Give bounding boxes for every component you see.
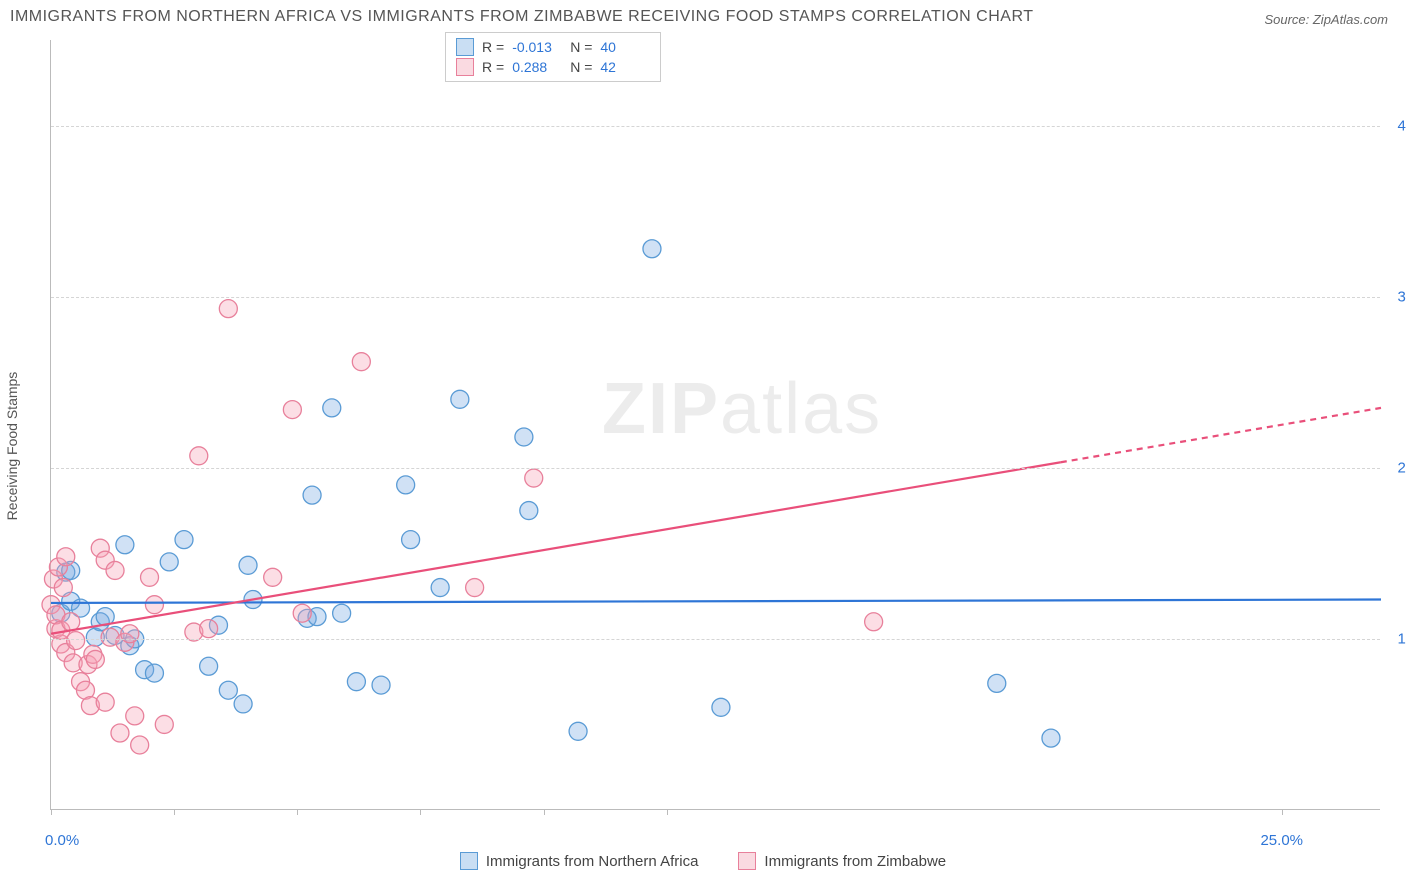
y-axis-label: Receiving Food Stamps [4,372,20,521]
scatter-point [283,401,301,419]
scatter-point [106,561,124,579]
scatter-point [190,447,208,465]
trend-line-dashed [1061,408,1381,462]
scatter-point [372,676,390,694]
scatter-point [86,650,104,668]
x-tick-mark [420,809,421,815]
y-tick-label: 10.0% [1385,630,1406,647]
scatter-point [520,502,538,520]
scatter-point [347,673,365,691]
scatter-point [333,604,351,622]
scatter-point [57,548,75,566]
scatter-point [431,579,449,597]
scatter-point [303,486,321,504]
trend-line [51,462,1061,633]
x-tick-mark [297,809,298,815]
scatter-point [1042,729,1060,747]
legend-label: Immigrants from Northern Africa [486,853,699,870]
y-tick-label: 40.0% [1385,117,1406,134]
scatter-point [141,568,159,586]
scatter-point [865,613,883,631]
scatter-point [515,428,533,446]
legend-label: Immigrants from Zimbabwe [764,853,946,870]
scatter-point [323,399,341,417]
scatter-point [200,620,218,638]
scatter-point [67,632,85,650]
scatter-point [219,681,237,699]
legend-item: Immigrants from Zimbabwe [738,852,946,870]
scatter-point [293,604,311,622]
y-tick-label: 30.0% [1385,288,1406,305]
scatter-point [116,536,134,554]
scatter-point [62,613,80,631]
scatter-point [264,568,282,586]
scatter-point [96,693,114,711]
scatter-point [145,596,163,614]
legend-item: Immigrants from Northern Africa [460,852,699,870]
legend: Immigrants from Northern Africa Immigran… [0,852,1406,870]
x-tick-mark [667,809,668,815]
scatter-point [569,722,587,740]
scatter-point [219,300,237,318]
scatter-point [121,625,139,643]
scatter-point [643,240,661,258]
scatter-point [145,664,163,682]
scatter-point [111,724,129,742]
scatter-point [466,579,484,597]
scatter-point [239,556,257,574]
chart-title: IMMIGRANTS FROM NORTHERN AFRICA VS IMMIG… [10,8,1033,26]
scatter-point [234,695,252,713]
x-tick-label: 25.0% [1260,832,1303,849]
scatter-point [352,353,370,371]
scatter-point [200,657,218,675]
gridline [51,468,1380,469]
x-tick-mark [544,809,545,815]
scatter-point [988,674,1006,692]
gridline [51,126,1380,127]
x-tick-mark [174,809,175,815]
pink-swatch-icon [738,852,756,870]
y-tick-label: 20.0% [1385,459,1406,476]
scatter-point [712,698,730,716]
scatter-point [126,707,144,725]
scatter-point [402,531,420,549]
scatter-point [54,579,72,597]
scatter-point [160,553,178,571]
x-tick-mark [1282,809,1283,815]
scatter-point [155,715,173,733]
scatter-point [397,476,415,494]
scatter-point [451,390,469,408]
gridline [51,639,1380,640]
gridline [51,297,1380,298]
chart-svg [51,40,1380,809]
source-attribution: Source: ZipAtlas.com [1264,12,1388,27]
scatter-point [525,469,543,487]
x-tick-label: 0.0% [45,832,79,849]
blue-swatch-icon [460,852,478,870]
plot-area: ZIPatlas 10.0%20.0%30.0%40.0%0.0%25.0% [50,40,1380,810]
scatter-point [175,531,193,549]
scatter-point [131,736,149,754]
x-tick-mark [51,809,52,815]
